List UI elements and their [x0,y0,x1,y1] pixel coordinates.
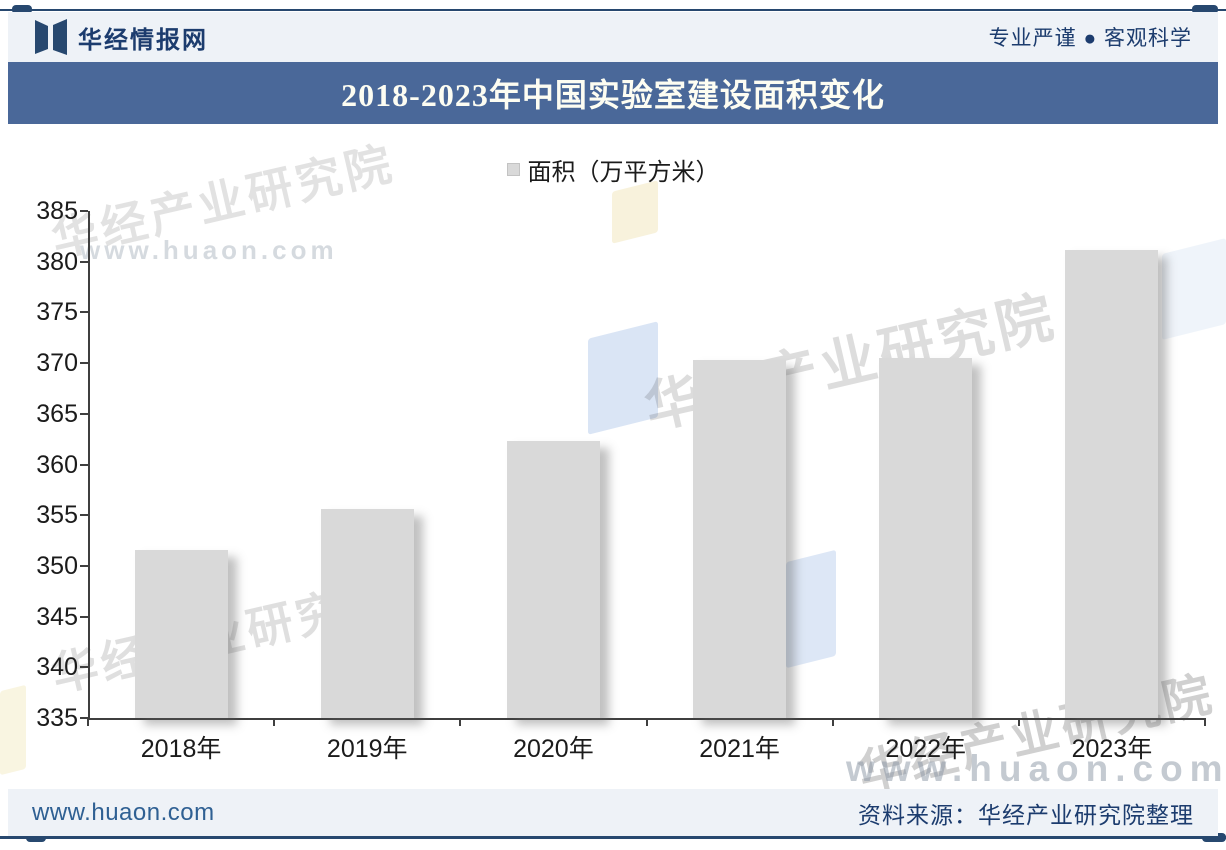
x-axis-tick [1204,718,1206,726]
y-axis-tick [80,362,88,365]
y-axis-label: 350 [36,551,78,580]
chart-legend: 面积（万平方米） [0,152,1226,187]
top-divider-line [0,9,1226,11]
y-axis-label: 340 [36,653,78,682]
y-axis-label: 355 [36,501,78,530]
x-axis-tick [273,718,276,726]
y-axis-tick [80,717,88,719]
bar-2023年 [1065,249,1159,718]
bar-2019年 [320,509,414,718]
y-axis-label: 360 [36,450,78,479]
chart-title-bar: 2018-2023年中国实验室建设面积变化 [8,62,1218,124]
y-axis-tick [80,564,88,567]
y-axis-tick [80,615,88,618]
y-axis-tick [80,412,88,415]
y-axis-tick [80,210,88,212]
top-left-pill [12,5,32,14]
y-axis-label: 380 [36,247,78,276]
legend-swatch [506,163,520,176]
chart-title: 2018-2023年中国实验室建设面积变化 [341,77,885,113]
bar-2020年 [506,441,600,718]
y-axis-tick [80,514,88,517]
x-axis-category-label: 2022年 [885,735,967,763]
bottom-divider-line [0,836,1226,839]
bar-2022年 [879,358,973,718]
x-axis-category-label: 2019年 [326,735,408,763]
bottom-left-pill [26,833,46,842]
bottom-right-pill [1202,833,1226,842]
x-axis-tick [831,718,834,726]
x-axis-tick [87,718,89,726]
y-axis-label: 365 [36,399,78,428]
legend-label: 面积（万平方米） [527,159,720,186]
x-axis-category-label: 2021年 [699,735,780,763]
y-axis-label: 385 [36,197,78,225]
bar-2021年 [693,360,787,718]
x-axis-tick [1017,718,1020,726]
y-axis-label: 370 [36,349,78,378]
footer-url: www.huaon.com [32,798,215,826]
x-axis-category-label: 2023年 [1071,735,1153,763]
y-axis-label: 375 [36,298,78,327]
y-axis-label: 335 [36,704,78,732]
header-bar: 华经情报网 专业严谨 ● 客观科学 [8,12,1218,62]
y-axis-label: 345 [36,602,78,631]
y-axis-tick [80,666,88,669]
huajing-logo-icon [35,19,67,55]
y-axis-tick [80,463,88,466]
y-axis-tick [80,311,88,314]
header-slogan: 专业严谨 ● 客观科学 [988,27,1192,50]
x-axis-category-label: 2020年 [513,735,594,763]
brand: 华经情报网 [34,19,208,55]
footer-source: 资料来源：华经产业研究院整理 [858,801,1194,828]
x-axis-category-label: 2018年 [140,735,222,763]
top-right-pill [1192,5,1218,14]
bar-2018年 [134,549,228,718]
y-axis-tick [80,260,88,263]
x-axis-tick [459,718,462,726]
footer-bar: www.huaon.com 资料来源：华经产业研究院整理 [8,789,1218,836]
site-name: 华经情报网 [78,26,208,54]
y-axis-line [88,211,90,720]
x-axis-tick [645,718,648,726]
